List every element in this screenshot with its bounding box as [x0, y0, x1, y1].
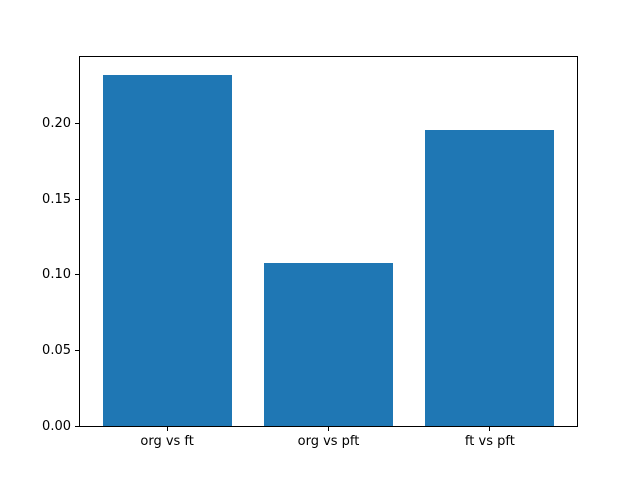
y-tick-mark	[75, 198, 79, 200]
x-tick-mark	[166, 427, 168, 431]
x-tick-label: org vs ft	[140, 434, 194, 449]
bar-org-vs-ft	[102, 75, 232, 426]
y-tick-mark	[75, 425, 79, 427]
y-tick-label: 0.05	[42, 342, 71, 358]
bar-ft-vs-pft	[425, 129, 555, 426]
y-tick-label: 0.20	[42, 116, 71, 132]
x-tick-label: org vs pft	[297, 434, 360, 449]
x-tick-label: ft vs pft	[464, 434, 515, 449]
x-tick-mark	[489, 427, 491, 431]
y-tick-label: 0.15	[42, 191, 71, 207]
plot-area	[79, 56, 578, 427]
bar-org-vs-pft	[263, 262, 394, 426]
y-tick-mark	[75, 349, 79, 351]
y-tick-mark	[75, 274, 79, 276]
y-tick-mark	[75, 123, 79, 125]
y-tick-label: 0.00	[42, 418, 71, 434]
x-tick-mark	[328, 427, 329, 431]
y-tick-label: 0.10	[42, 267, 71, 283]
